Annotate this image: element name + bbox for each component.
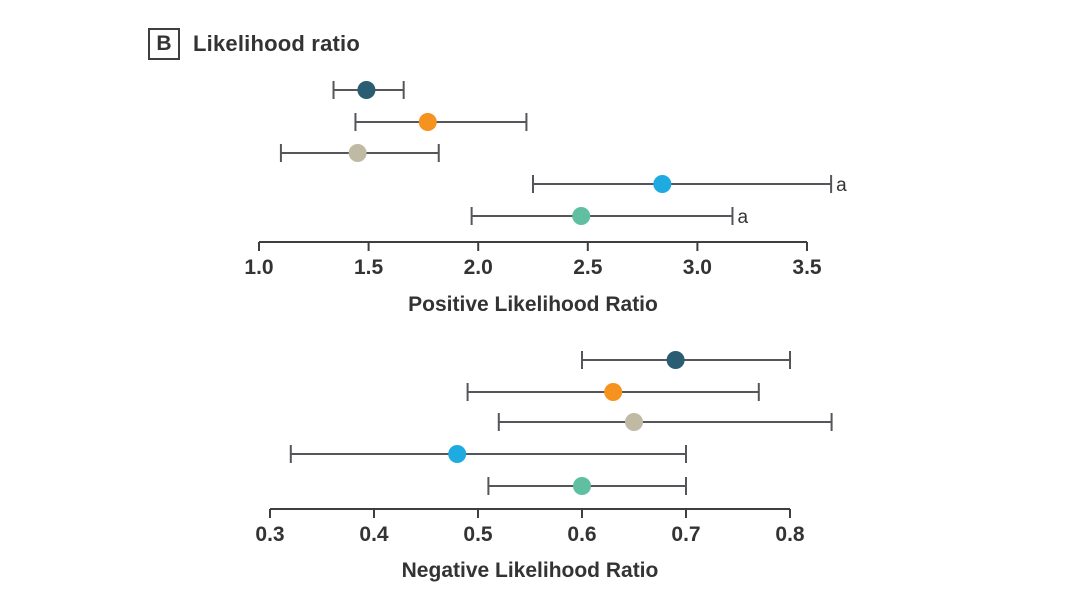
axis-tick-label: 1.5 — [354, 256, 384, 279]
point-estimate-dot — [573, 477, 591, 495]
axis-tick-label: 2.5 — [573, 256, 603, 279]
forest-row — [332, 81, 405, 99]
point-estimate-dot — [418, 113, 437, 131]
point-estimate-dot — [572, 207, 591, 225]
figure-title: Likelihood ratio — [193, 30, 360, 56]
forest-row — [581, 351, 791, 369]
point-estimate-dot — [357, 81, 376, 99]
axis-title: Positive Likelihood Ratio — [408, 293, 658, 316]
footnote-marker: a — [737, 207, 748, 228]
axis-tick-label: 3.0 — [683, 256, 712, 279]
axis-tick-label: 0.5 — [463, 523, 493, 546]
forest-row — [279, 144, 440, 162]
negative-lr-chart: 0.3 0.4 0.5 0.6 0.7 0.8 Negative Likelihood Ra… — [255, 351, 833, 582]
forest-row: a — [470, 207, 748, 228]
point-estimate-dot — [604, 383, 623, 401]
point-estimate-dot — [653, 175, 672, 193]
forest-row — [466, 383, 760, 401]
axis-tick-label: 3.5 — [792, 256, 822, 279]
axis-tick-label: 0.7 — [671, 523, 700, 546]
axis-tick-label: 0.4 — [359, 523, 389, 546]
axis-tick-label: 1.0 — [244, 256, 273, 279]
forest-row — [497, 413, 833, 431]
point-estimate-dot — [348, 144, 367, 162]
point-estimate-dot — [448, 445, 467, 463]
footnote-marker: a — [836, 175, 847, 196]
forest-row — [289, 445, 687, 463]
positive-lr-chart: a a 1.0 1.5 2.0 2.5 3.0 3.5 Positive Likelihood … — [244, 81, 847, 316]
figure-header: B Likelihood ratio — [148, 27, 360, 60]
axis-tick-label: 0.3 — [255, 523, 284, 546]
forest-row — [354, 113, 528, 131]
axis-title: Negative Likelihood Ratio — [402, 559, 659, 582]
panel-label-badge: B — [148, 27, 180, 60]
axis-tick-label: 0.8 — [775, 523, 805, 546]
point-estimate-dot — [666, 351, 685, 369]
axis-tick-label: 2.0 — [464, 256, 493, 279]
forest-row: a — [532, 175, 847, 196]
axis-tick-label: 0.6 — [567, 523, 596, 546]
point-estimate-dot — [625, 413, 643, 431]
forest-row — [487, 477, 687, 495]
